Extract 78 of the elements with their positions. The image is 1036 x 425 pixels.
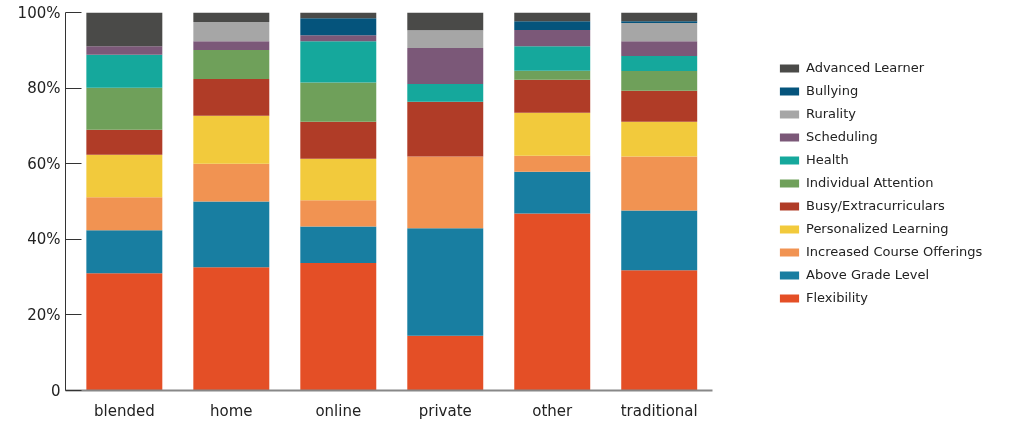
legend-label: Above Grade Level	[806, 267, 930, 282]
legend-label: Individual Attention	[806, 175, 934, 190]
bar	[300, 82, 377, 122]
x-tick-label: private	[418, 401, 472, 420]
bar	[193, 79, 270, 116]
bar	[514, 70, 591, 80]
legend-label: Bullying	[806, 83, 859, 98]
legend-label: Rurality	[806, 106, 857, 121]
bar	[407, 83, 484, 102]
y-tick-label: 20%	[27, 305, 61, 324]
bar	[514, 171, 591, 214]
x-tick-label: home	[210, 401, 253, 420]
y-tick-label: 80%	[27, 79, 61, 98]
bar	[300, 121, 377, 159]
x-tick-label: traditional	[620, 401, 698, 420]
bar	[193, 267, 270, 391]
bar	[514, 46, 591, 71]
legend-label: Busy/Extracurriculars	[806, 198, 945, 213]
bar	[193, 115, 270, 164]
bar	[514, 21, 591, 30]
bar	[300, 18, 377, 36]
bar	[86, 197, 163, 231]
y-tick-label: 0	[50, 381, 61, 400]
bar	[621, 23, 698, 42]
bar	[514, 213, 591, 391]
bar	[621, 41, 698, 56]
bar	[621, 156, 698, 211]
bar	[300, 263, 377, 391]
bar	[86, 54, 163, 88]
bar	[407, 101, 484, 157]
bar	[300, 158, 377, 201]
legend-label: Personalized Learning	[806, 221, 949, 236]
bar	[621, 90, 698, 122]
y-tick-label: 60%	[27, 154, 61, 173]
x-tick-label: other	[532, 401, 574, 420]
bar	[621, 270, 698, 391]
bar	[407, 228, 484, 336]
bar	[193, 41, 270, 50]
y-tick-label: 100%	[17, 3, 61, 22]
bar	[514, 12, 591, 22]
bar	[300, 200, 377, 227]
legend-label: Increased Course Offerings	[806, 244, 983, 259]
bar	[300, 41, 377, 83]
bar	[621, 55, 698, 72]
bar	[621, 210, 698, 271]
bar	[514, 155, 591, 172]
bar	[86, 273, 163, 391]
bar	[193, 163, 270, 202]
bar	[193, 49, 270, 80]
bar	[514, 29, 591, 47]
bar	[300, 226, 377, 264]
bar	[407, 156, 484, 229]
x-tick-label: blended	[93, 401, 155, 420]
legend-label: Advanced Learner	[806, 60, 925, 75]
bar	[300, 35, 377, 42]
bar	[86, 154, 163, 198]
bar	[193, 21, 270, 42]
x-tick-label: online	[315, 401, 362, 420]
bar	[621, 12, 698, 22]
bar	[407, 48, 484, 84]
bar	[514, 112, 591, 156]
bar	[621, 71, 698, 91]
bar	[86, 230, 163, 274]
y-tick-label: 40%	[27, 230, 61, 249]
bar	[86, 46, 163, 55]
bar	[407, 30, 484, 49]
bar	[514, 79, 591, 113]
bar	[193, 12, 270, 22]
bar	[86, 12, 163, 47]
bar	[621, 121, 698, 157]
legend-label: Scheduling	[806, 129, 878, 144]
bar	[86, 87, 163, 130]
bar	[407, 12, 484, 31]
bar	[193, 201, 270, 268]
legend-label: Health	[806, 152, 849, 167]
bar	[407, 335, 484, 391]
bar	[86, 129, 163, 155]
legend-label: Flexibility	[806, 290, 869, 305]
